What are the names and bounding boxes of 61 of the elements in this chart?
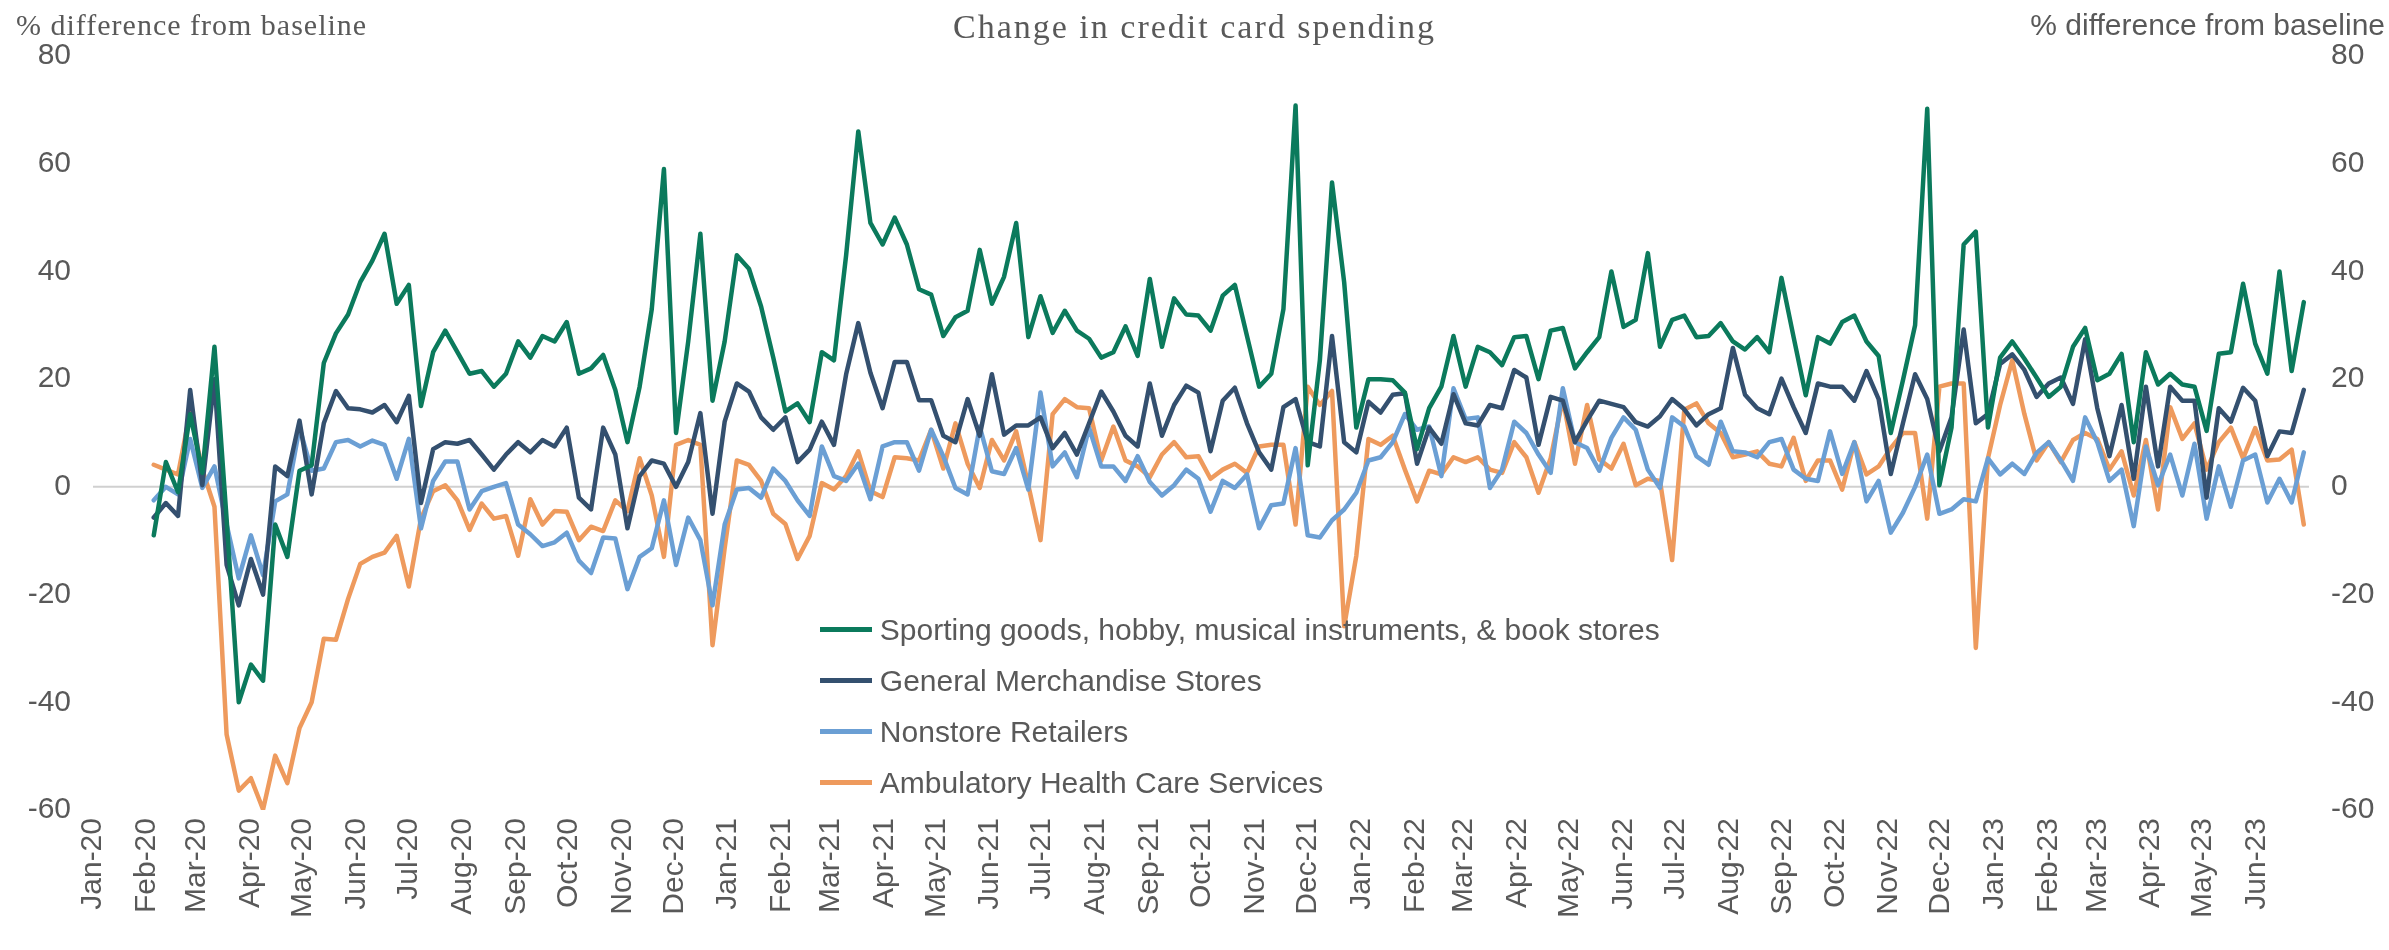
y2-tick-label: 60 xyxy=(2331,144,2365,178)
y2-tick-label: -40 xyxy=(2331,683,2375,717)
x-tick-label: Jan-22 xyxy=(1342,818,1376,910)
y-tick-label: 0 xyxy=(54,468,71,502)
y-tick-label: 40 xyxy=(37,252,71,286)
y-tick-label: 20 xyxy=(37,360,71,394)
y2-tick-label: -60 xyxy=(2331,791,2375,825)
x-tick-label: Sep-22 xyxy=(1764,818,1798,915)
legend-label: Ambulatory Health Care Services xyxy=(879,765,1324,800)
x-tick-label: Oct-21 xyxy=(1183,818,1217,909)
x-tick-label: Jun-23 xyxy=(2238,818,2272,910)
y-tick-label: -60 xyxy=(27,791,71,825)
chart-title: Change in credit card spending xyxy=(953,8,1436,45)
x-tick-label: Apr-21 xyxy=(865,818,899,909)
x-tick-label: Aug-20 xyxy=(443,818,477,915)
y2-tick-label: 20 xyxy=(2331,360,2365,394)
y2-tick-label: -20 xyxy=(2331,575,2375,609)
x-tick-label: May-23 xyxy=(2184,818,2218,919)
x-tick-label: Jul-22 xyxy=(1656,818,1690,900)
x-tick-label: Aug-21 xyxy=(1077,818,1111,915)
x-tick-label: Nov-20 xyxy=(603,818,637,915)
x-tick-label: Nov-22 xyxy=(1870,818,1904,915)
x-tick-label: Aug-22 xyxy=(1710,818,1744,915)
x-tick-label: Mar-21 xyxy=(811,818,845,914)
x-tick-label: Jan-21 xyxy=(709,818,743,910)
x-tick-label: Apr-23 xyxy=(2132,818,2166,909)
x-tick-label: Jun-22 xyxy=(1604,818,1638,910)
x-tick-label: Mar-22 xyxy=(1445,818,1479,914)
x-tick-label: May-20 xyxy=(284,818,318,919)
x-tick-label: Apr-20 xyxy=(232,818,266,909)
x-tick-label: May-21 xyxy=(917,818,951,919)
y2-tick-label: 0 xyxy=(2331,468,2348,502)
x-tick-label: Dec-22 xyxy=(1922,818,1956,915)
y-tick-label: -20 xyxy=(27,575,71,609)
x-tick-label: Jan-23 xyxy=(1976,818,2010,910)
x-tick-label: May-22 xyxy=(1551,818,1585,919)
x-tick-label: Feb-21 xyxy=(763,818,797,914)
x-tick-label: Dec-21 xyxy=(1288,818,1322,915)
x-tick-label: Jul-20 xyxy=(390,818,424,900)
x-tick-label: Jul-21 xyxy=(1023,818,1057,900)
legend-label: General Merchandise Stores xyxy=(879,663,1262,698)
x-tick-label: Oct-20 xyxy=(549,818,583,909)
x-tick-label: Mar-23 xyxy=(2078,818,2112,914)
x-tick-label: Feb-20 xyxy=(128,818,162,914)
x-tick-label: Sep-20 xyxy=(497,818,531,915)
y2-tick-label: 40 xyxy=(2331,252,2365,286)
x-tick-label: Dec-20 xyxy=(655,818,689,915)
x-tick-label: Nov-21 xyxy=(1236,818,1270,915)
legend-label: Nonstore Retailers xyxy=(879,714,1129,749)
x-tick-label: Sep-21 xyxy=(1131,818,1165,915)
y-tick-label: 60 xyxy=(37,144,71,178)
x-tick-label: Feb-22 xyxy=(1396,818,1430,914)
x-tick-label: Apr-22 xyxy=(1498,818,1532,909)
x-tick-label: Feb-23 xyxy=(2029,818,2063,914)
x-tick-label: Jun-21 xyxy=(971,818,1005,910)
y-tick-label: -40 xyxy=(27,683,71,717)
legend-label: Sporting goods, hobby, musical instruments, & book stores xyxy=(879,612,1660,647)
x-tick-label: Mar-20 xyxy=(178,818,212,914)
x-tick-label: Jan-20 xyxy=(74,818,108,910)
x-tick-label: Oct-22 xyxy=(1816,818,1850,909)
x-tick-label: Jun-20 xyxy=(338,818,372,910)
